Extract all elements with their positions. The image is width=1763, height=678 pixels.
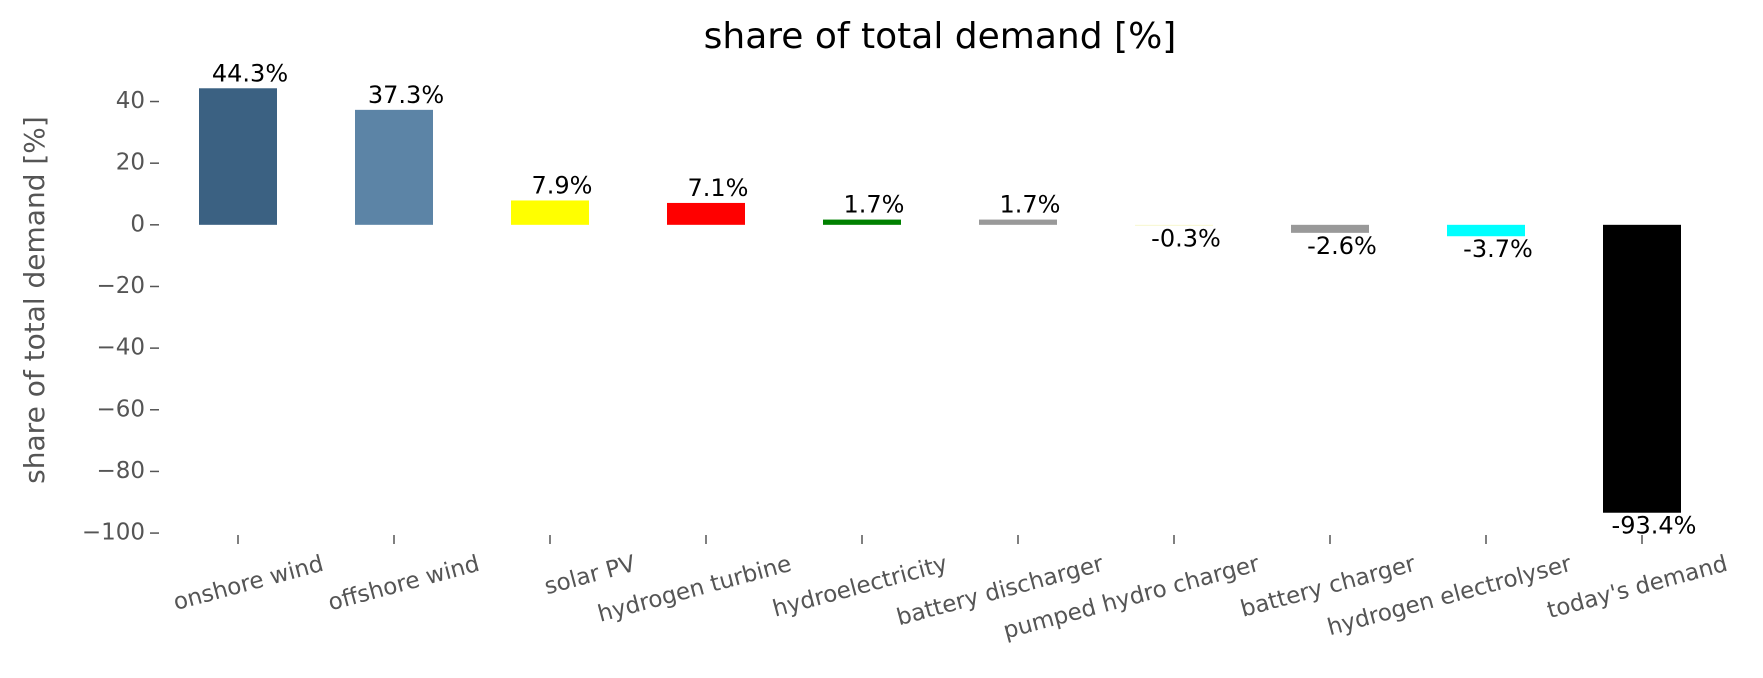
value-label: 1.7%	[1000, 191, 1061, 219]
y-axis-label: share of total demand [%]	[18, 116, 51, 484]
value-label: -0.3%	[1151, 225, 1221, 253]
value-label: 1.7%	[844, 191, 905, 219]
y-tick-label: −60	[96, 396, 145, 422]
bar	[199, 88, 277, 225]
y-tick-label: −100	[82, 520, 145, 546]
bar	[1603, 224, 1681, 513]
value-label: -93.4%	[1612, 512, 1697, 540]
bar	[823, 219, 901, 225]
x-tick-label: today's demand	[1544, 551, 1730, 624]
x-tick-label: pumped hydro charger	[1001, 551, 1263, 645]
bar	[1135, 224, 1213, 226]
bar	[355, 109, 433, 225]
value-label: 7.1%	[688, 174, 749, 202]
bar	[979, 219, 1057, 225]
y-tick-label: −20	[96, 273, 145, 299]
y-tick-label: −40	[96, 335, 145, 361]
y-tick-label: 40	[116, 88, 145, 114]
value-label: 7.9%	[532, 171, 593, 199]
bar	[511, 200, 589, 225]
value-label: 37.3%	[368, 81, 444, 109]
bar	[1291, 224, 1369, 233]
bar	[667, 202, 745, 225]
y-tick-label: 20	[116, 150, 145, 176]
bar	[1447, 224, 1525, 237]
value-label: -2.6%	[1307, 232, 1377, 260]
y-tick-label: −80	[96, 458, 145, 484]
x-tick-label: onshore wind	[171, 551, 327, 616]
value-label: 44.3%	[212, 59, 288, 87]
x-tick-label: offshore wind	[325, 551, 482, 616]
y-tick-label: 0	[130, 211, 145, 237]
chart-title: share of total demand [%]	[704, 16, 1177, 57]
value-label: -3.7%	[1463, 235, 1533, 263]
x-tick-label: solar PV	[542, 551, 639, 600]
